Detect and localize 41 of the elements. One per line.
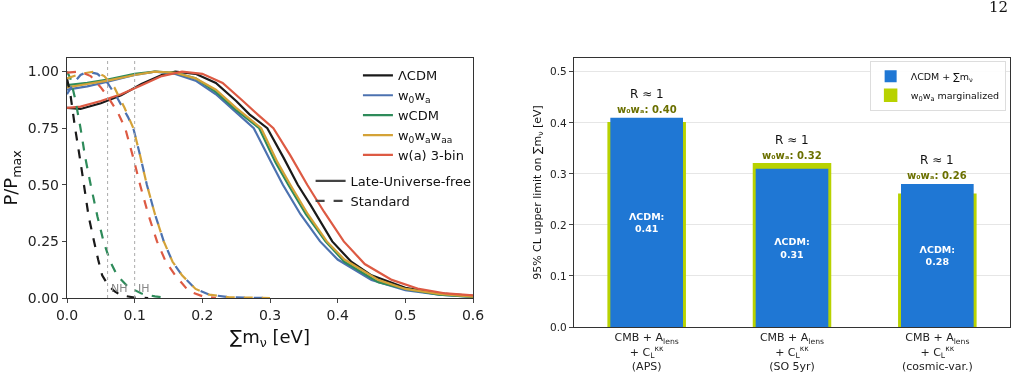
legend-label: w$_{0}$w$_{a}$w$_{aa}$ bbox=[397, 128, 453, 145]
legend-label: ΛCDM + ∑m$_{ν}$ bbox=[910, 70, 973, 84]
y-tick-label: 0.2 bbox=[550, 218, 567, 231]
text: 12 bbox=[989, 0, 1009, 16]
x-tick-label: 0.5 bbox=[394, 307, 417, 323]
y-tick-label: 1.00 bbox=[27, 63, 59, 80]
y-tick-label: 0.1 bbox=[550, 269, 567, 282]
ref-line-label: IH bbox=[138, 282, 150, 295]
annotation: R ≈ 1 bbox=[920, 153, 954, 167]
y-tick-label: 0.75 bbox=[27, 120, 59, 137]
legend-label: wCDM bbox=[397, 108, 439, 124]
x-tick-label: 0.2 bbox=[191, 307, 214, 323]
y-tick-label: 0.00 bbox=[27, 289, 59, 306]
y-tick-label: 0.50 bbox=[27, 176, 59, 193]
data-label: w₀wₐ: 0.40 bbox=[617, 104, 677, 115]
legend-label: Late-Universe-free bbox=[350, 174, 472, 190]
x-tick-label: 0.1 bbox=[123, 307, 146, 323]
y-tick-label: 0.0 bbox=[550, 320, 567, 333]
legend-label: w$_{0}$w$_{a}$ bbox=[397, 88, 431, 106]
data-label: w₀wₐ: 0.32 bbox=[762, 150, 822, 161]
y-tick-label: 0.4 bbox=[550, 116, 568, 129]
legend-label: w$_{0}$w$_{a}$ marginalized bbox=[910, 89, 1000, 103]
y-tick-label: 0.5 bbox=[550, 65, 567, 78]
x-tick-label: 0.3 bbox=[258, 307, 282, 323]
data-label: ΛCDM: 0.41 bbox=[628, 210, 665, 235]
ref-line-label: NH bbox=[111, 282, 128, 295]
data-label: ΛCDM: 0.31 bbox=[774, 236, 810, 260]
data-label: w₀wₐ: 0.26 bbox=[907, 170, 967, 181]
annotation: R ≈ 1 bbox=[630, 87, 664, 101]
legend-label: Standard bbox=[350, 193, 410, 209]
x-tick-label: 0.4 bbox=[326, 307, 349, 323]
x-axis-title: ∑m$_{ν}$ [eV] bbox=[230, 326, 310, 350]
y-tick-label: 0.25 bbox=[27, 233, 59, 250]
x-tick-label: 0.6 bbox=[461, 307, 485, 323]
x-tick-label: 0.0 bbox=[55, 307, 79, 323]
data-label: ΛCDM: 0.28 bbox=[919, 243, 956, 268]
y-tick-label: 0.3 bbox=[550, 167, 567, 180]
line-series bbox=[67, 77, 150, 298]
legend-label: w(a) 3-bin bbox=[397, 148, 464, 164]
annotation: R ≈ 1 bbox=[775, 133, 809, 147]
legend-label: ΛCDM bbox=[397, 68, 438, 84]
